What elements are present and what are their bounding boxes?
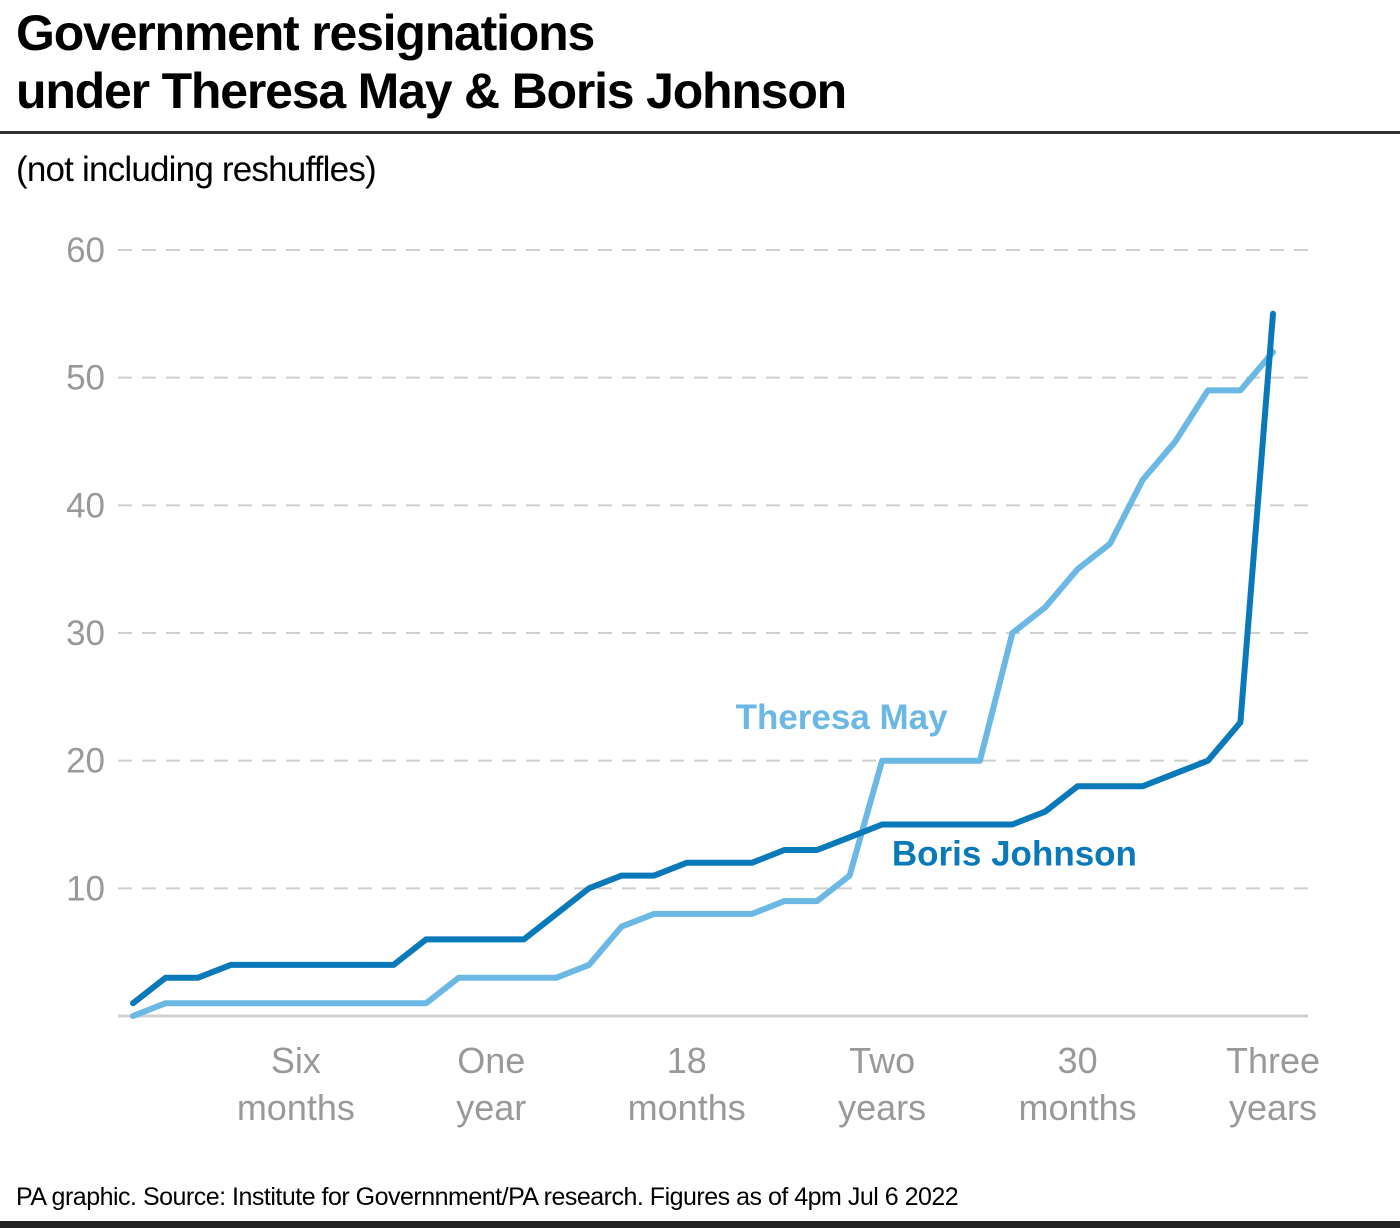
y-tick-label: 60 (66, 231, 105, 270)
x-tick-label: Two (849, 1040, 915, 1081)
y-tick-label: 50 (66, 359, 105, 398)
chart-title-line2: under Theresa May & Boris Johnson (16, 63, 847, 119)
y-tick-label: 20 (66, 742, 105, 781)
x-axis-ticks: Six months One year 18 months Two years 30 months… (237, 1040, 1320, 1128)
y-tick-label: 10 (66, 869, 105, 908)
gridlines (118, 249, 1308, 890)
x-tick-label: years (838, 1087, 926, 1128)
series-label-theresa-may: Theresa May (736, 698, 949, 737)
y-tick-label: 40 (66, 486, 105, 525)
bottom-bar (0, 1221, 1400, 1228)
x-tick-label: months (1019, 1087, 1137, 1128)
series-lines (130, 310, 1276, 1019)
chart-title: Government resignations under Theresa Ma… (16, 4, 1396, 120)
source-footer: PA graphic. Source: Institute for Govern… (16, 1183, 959, 1211)
series-labels: Theresa May Boris Johnson (736, 698, 1137, 874)
x-tick-label: 18 (667, 1040, 707, 1081)
series-label-boris-johnson: Boris Johnson (892, 834, 1137, 873)
x-tick-label: Six (271, 1040, 321, 1081)
x-tick-label: 30 (1058, 1040, 1098, 1081)
x-tick-label: One (457, 1040, 525, 1081)
series-line-boris-johnson (130, 310, 1276, 1007)
x-tick-label: months (628, 1087, 746, 1128)
y-axis-ticks: 10 20 30 40 50 60 (66, 231, 105, 908)
x-tick-label: months (237, 1087, 355, 1128)
x-tick-label: Three (1226, 1040, 1320, 1081)
x-tick-label: year (456, 1087, 526, 1128)
title-divider (0, 131, 1400, 134)
chart-subtitle: (not including reshuffles) (16, 150, 377, 189)
series-line-theresa-may (130, 349, 1276, 1019)
y-tick-label: 30 (66, 614, 105, 653)
x-tick-label: years (1229, 1087, 1317, 1128)
chart-title-line1: Government resignations (16, 5, 595, 61)
